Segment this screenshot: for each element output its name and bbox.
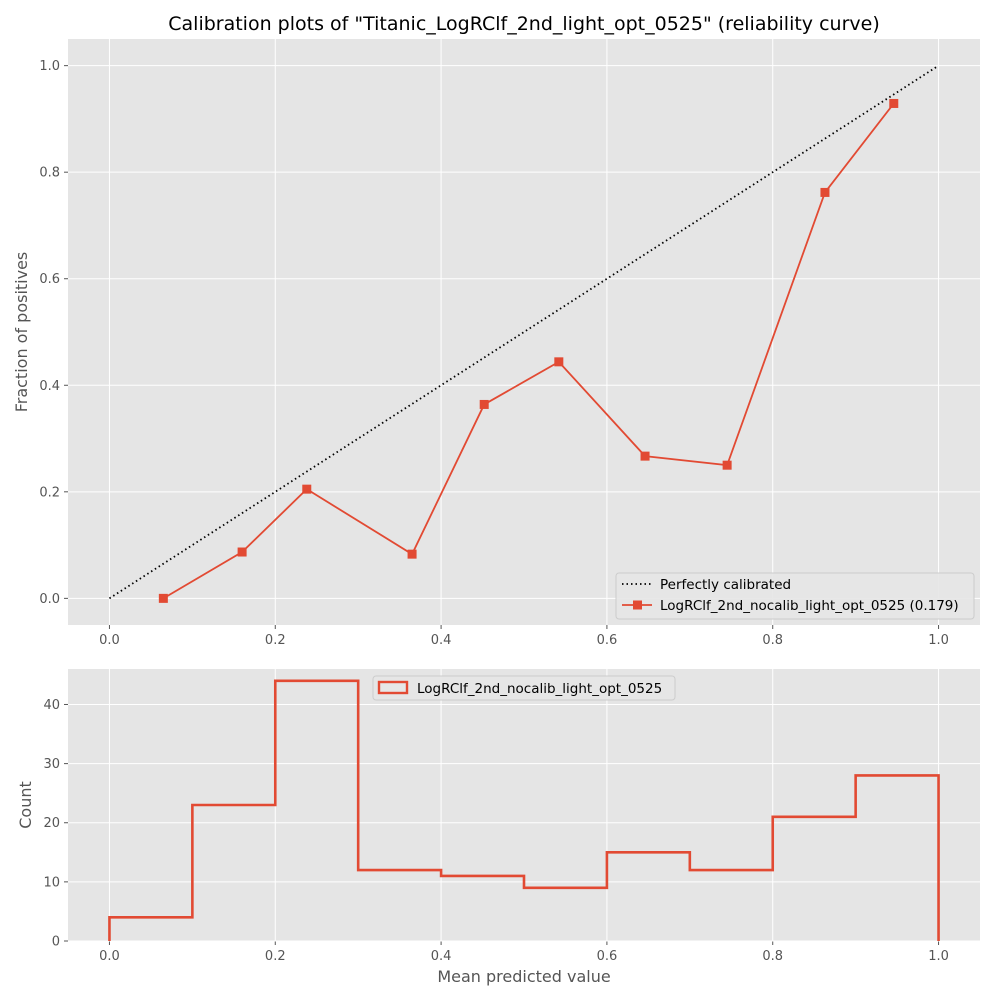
top-y-axis-label: Fraction of positives [12,252,31,413]
bottom-legend-box [372,675,676,701]
bottom-y-tick-label: 30 [43,757,60,772]
top-x-tick-label: 0.8 [762,633,783,648]
top-x-tick-label: 0.2 [265,633,286,648]
calibration-point [479,399,489,409]
calibration-point [820,187,830,197]
calibration-point [237,547,247,557]
top-x-tick-label: 1.0 [928,633,949,648]
bottom-x-tick-label: 0.8 [762,949,783,964]
top-y-tick-label: 0.8 [39,166,60,181]
top-y-tick-label: 1.0 [39,59,60,74]
calibration-plot: 0.0 0.2 0.4 0.6 0.8 1.0 0.0 0.2 0.4 0.6 0.8 1.0 Perf… [39,39,980,648]
bottom-x-axis-label: Mean predicted value [437,967,610,986]
bottom-x-tick-label: 1.0 [928,949,949,964]
calibration-point [640,451,650,461]
legend-curve-marker-swatch [633,600,642,610]
histogram-plot: 0.0 0.2 0.4 0.6 0.8 1.0 0 10 20 30 40 LogRClf_2nd_n… [43,669,980,964]
bottom-x-tick-label: 0.2 [265,949,286,964]
calibration-point [158,593,168,603]
bottom-y-tick-label: 20 [43,816,60,831]
bottom-y-tick-label: 40 [43,698,60,713]
chart-title: Calibration plots of "Titanic_LogRClf_2n… [168,13,880,35]
calibration-point [889,98,899,108]
bottom-x-tick-label: 0.0 [99,949,120,964]
legend-perfectly-calibrated-label: Perfectly calibrated [660,577,791,593]
calibration-curve-line [162,102,895,600]
legend-histogram-label: LogRClf_2nd_nocalib_light_opt_0525 [417,681,662,697]
top-y-tick-label: 0.4 [39,379,60,394]
legend-histogram-swatch [377,680,409,695]
legend-curve-label: LogRClf_2nd_nocalib_light_opt_0525 (0.17… [660,598,959,614]
bottom-y-tick-label: 0 [52,935,60,950]
top-x-tick-label: 0.4 [431,633,452,648]
calibration-point [302,484,312,494]
top-y-tick-label: 0.6 [39,272,60,287]
top-legend-box [615,572,975,620]
calibration-point [407,549,417,559]
histogram-step-outline [108,679,940,941]
bottom-y-tick-label: 10 [43,875,60,890]
top-y-tick-label: 0.0 [39,592,60,607]
top-y-tick-label: 0.2 [39,485,60,500]
calibration-point [554,357,564,367]
bottom-x-tick-label: 0.6 [597,949,618,964]
top-x-tick-label: 0.6 [597,633,618,648]
calibration-point [722,460,732,470]
top-x-tick-label: 0.0 [99,633,120,648]
bottom-y-axis-label: Count [16,781,35,829]
bottom-x-tick-label: 0.4 [431,949,452,964]
